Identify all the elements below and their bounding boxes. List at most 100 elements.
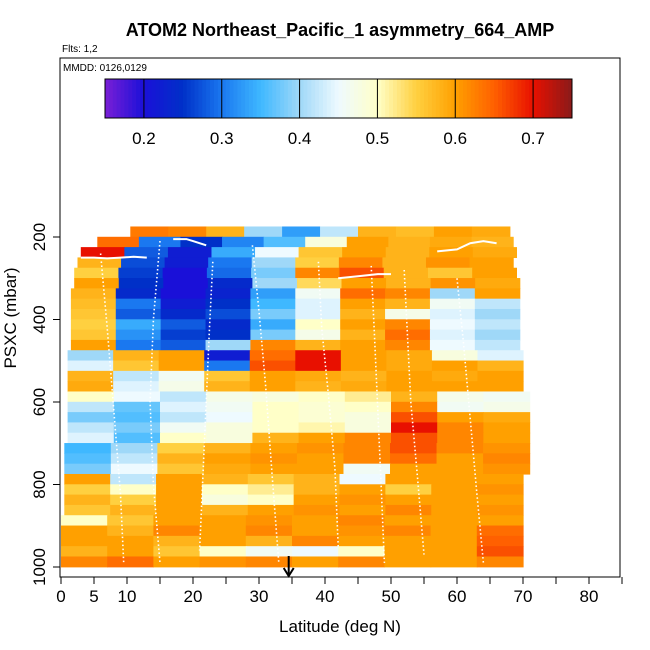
heatmap-cell bbox=[244, 226, 283, 238]
colorbar-swatch bbox=[307, 79, 312, 118]
heatmap-cell bbox=[338, 535, 385, 547]
heatmap-cell bbox=[245, 525, 293, 537]
heatmap-cell bbox=[250, 453, 298, 465]
heatmap-cell bbox=[204, 370, 251, 382]
colorbar-tick-label: 0.3 bbox=[210, 129, 234, 148]
heatmap-cell bbox=[338, 546, 385, 558]
heatmap-cell bbox=[293, 484, 341, 496]
heatmap-cell bbox=[113, 350, 160, 362]
heatmap-cell bbox=[206, 226, 245, 238]
heatmap-cell bbox=[203, 463, 252, 475]
colorbar-swatch bbox=[206, 79, 211, 118]
heatmap-cell bbox=[199, 535, 247, 547]
colorbar-swatch bbox=[509, 79, 515, 118]
colorbar-swatch bbox=[198, 79, 203, 118]
colorbar-swatch bbox=[404, 79, 410, 118]
heatmap-cell bbox=[245, 546, 293, 558]
heatmap-cell bbox=[203, 443, 252, 454]
heatmap-cell bbox=[343, 453, 391, 465]
heatmap-cell bbox=[205, 319, 252, 331]
heatmap-cell bbox=[296, 278, 343, 289]
heatmap-cell bbox=[110, 453, 158, 465]
heatmap-cell bbox=[429, 329, 476, 341]
x-tick-label: 80 bbox=[580, 587, 599, 606]
flights-label: Flts: 1,2 bbox=[62, 44, 98, 55]
colorbar-swatch bbox=[474, 79, 480, 118]
heatmap-cell bbox=[292, 556, 339, 568]
heatmap-cell bbox=[249, 360, 296, 372]
heatmap-cell bbox=[61, 546, 108, 558]
heatmap-cell bbox=[153, 556, 201, 568]
heatmap-cell bbox=[121, 257, 166, 269]
heatmap-cell bbox=[67, 381, 114, 393]
heatmap-cell bbox=[252, 401, 300, 413]
colorbar-swatch bbox=[544, 79, 550, 118]
heatmap-cell bbox=[204, 350, 251, 362]
heatmap-cell bbox=[207, 278, 253, 289]
heatmap-cell bbox=[157, 453, 205, 465]
colorbar-swatch bbox=[525, 79, 530, 118]
heatmap-cell bbox=[339, 473, 386, 485]
heatmap-cell bbox=[107, 515, 154, 527]
colorbar-swatch bbox=[334, 79, 339, 118]
heatmap-cell bbox=[358, 226, 397, 238]
colorbar-swatch bbox=[241, 79, 246, 118]
heatmap-cell bbox=[474, 298, 521, 310]
colorbar-swatch bbox=[564, 79, 569, 118]
colorbar-swatch bbox=[392, 79, 398, 118]
heatmap-cell bbox=[70, 339, 117, 351]
heatmap-cell bbox=[384, 535, 432, 547]
heatmap-cell bbox=[338, 257, 384, 269]
colorbar-swatch bbox=[120, 79, 125, 118]
heatmap-cell bbox=[385, 484, 432, 496]
heatmap-cell bbox=[385, 504, 432, 516]
heatmap-cell bbox=[97, 236, 140, 248]
heatmap-cell bbox=[158, 360, 205, 372]
heatmap-cell bbox=[340, 370, 387, 382]
colorbar-swatch bbox=[346, 79, 351, 118]
heatmap-cell bbox=[429, 319, 476, 331]
colorbar-swatch bbox=[260, 79, 266, 118]
heatmap-cell bbox=[338, 525, 385, 537]
colorbar: 0.2 0.3 0.4 0.5 0.6 0.7 bbox=[104, 78, 573, 148]
heatmap-cell bbox=[158, 350, 205, 362]
heatmap-cell bbox=[250, 298, 296, 310]
heatmap-cell bbox=[382, 257, 427, 269]
heatmap-cell bbox=[431, 350, 479, 362]
y-tick-label: 800 bbox=[30, 470, 49, 498]
chart-title: ATOM2 Northeast_Pacific_1 asymmetry_664_… bbox=[126, 20, 555, 40]
heatmap-cell bbox=[130, 226, 169, 238]
colorbar-swatch bbox=[568, 79, 573, 118]
heatmap-cell bbox=[250, 339, 296, 351]
heatmap-cell bbox=[67, 370, 114, 382]
flight-track bbox=[370, 265, 386, 563]
heatmap-cell bbox=[153, 515, 201, 527]
colorbar-swatch bbox=[276, 79, 281, 118]
colorbar-swatch bbox=[171, 79, 176, 118]
colorbar-swatch bbox=[105, 79, 110, 118]
heatmap-cell bbox=[156, 504, 203, 516]
heatmap-cell bbox=[153, 535, 201, 547]
heatmap-cell bbox=[74, 267, 120, 279]
heatmap-cell bbox=[67, 422, 115, 434]
colorbar-swatch bbox=[213, 79, 219, 118]
heatmap-cell bbox=[115, 339, 162, 351]
heatmap-cell bbox=[483, 422, 531, 434]
colorbar-swatch bbox=[498, 79, 503, 118]
heatmap-cell bbox=[160, 308, 207, 320]
heatmap-cell bbox=[385, 473, 432, 485]
heatmap-cell bbox=[469, 257, 514, 269]
heatmap-cell bbox=[113, 422, 161, 434]
heatmap-cell bbox=[477, 473, 524, 485]
heatmap-cell bbox=[206, 267, 252, 279]
heatmap-cell bbox=[204, 381, 251, 393]
colorbar-swatch bbox=[385, 79, 390, 118]
heatmap-cell bbox=[205, 339, 252, 351]
heatmap-cell bbox=[255, 247, 300, 259]
colorbar-swatch bbox=[303, 79, 308, 118]
heatmap-cell bbox=[295, 360, 342, 372]
heatmap-cell bbox=[292, 546, 339, 558]
heatmap-cell bbox=[247, 504, 295, 516]
heatmap-cell bbox=[298, 401, 346, 413]
heatmap-cell bbox=[250, 463, 298, 475]
